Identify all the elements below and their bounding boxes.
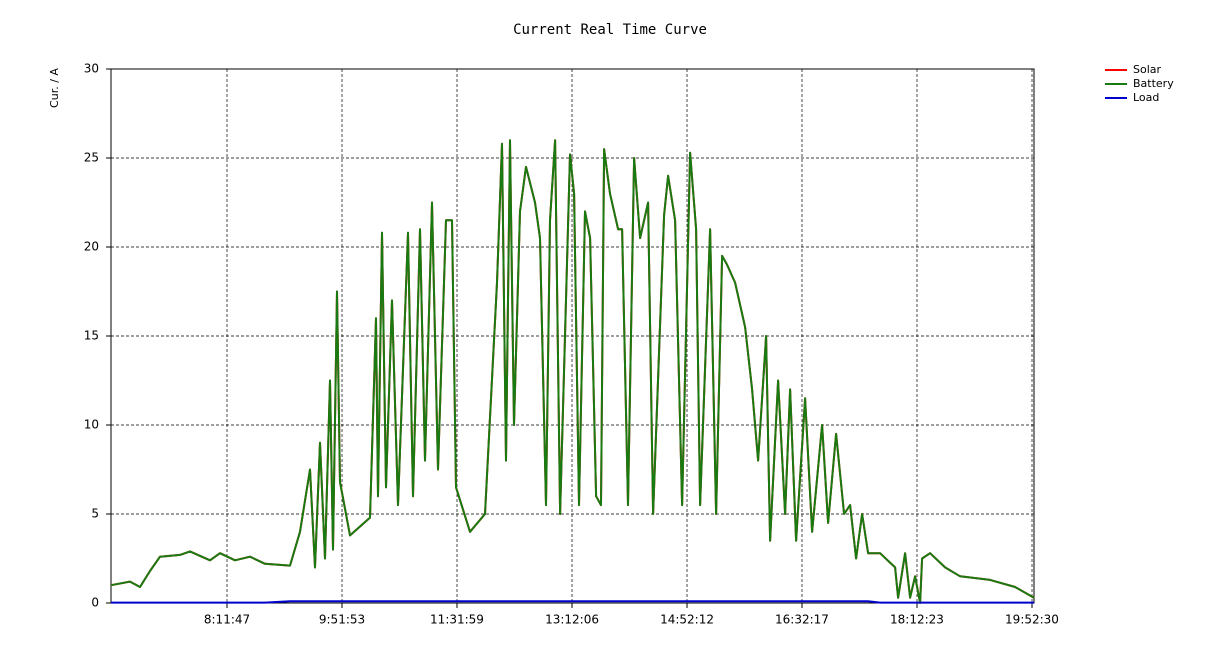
series-line (110, 139, 1035, 604)
y-tick-label: 10 (84, 418, 99, 432)
legend-label: Solar (1133, 63, 1162, 76)
x-tick-label: 19:52:30 (1005, 613, 1059, 627)
legend-label: Load (1133, 91, 1159, 104)
y-axis-label: Cur. / A (48, 68, 61, 108)
series-line (110, 139, 1035, 604)
legend-label: Battery (1133, 77, 1174, 90)
y-tick-label: 20 (84, 240, 99, 254)
x-tick-label: 16:32:17 (775, 613, 829, 627)
x-tick-label: 14:52:12 (660, 613, 714, 627)
x-tick-label: 9:51:53 (319, 613, 365, 627)
x-tick-label: 18:12:23 (890, 613, 944, 627)
y-tick-label: 5 (91, 507, 99, 521)
x-tick-label: 13:12:06 (545, 613, 599, 627)
y-tick-label: 25 (84, 151, 99, 165)
y-tick-label: 0 (91, 596, 99, 610)
chart-title: Current Real Time Curve (513, 22, 707, 38)
x-tick-label: 11:31:59 (430, 613, 484, 627)
x-tick-label: 8:11:47 (204, 613, 250, 627)
series-line (111, 600, 1034, 604)
y-tick-label: 30 (84, 62, 99, 76)
y-tick-label: 15 (84, 329, 99, 343)
plot-frame (110, 68, 1035, 604)
